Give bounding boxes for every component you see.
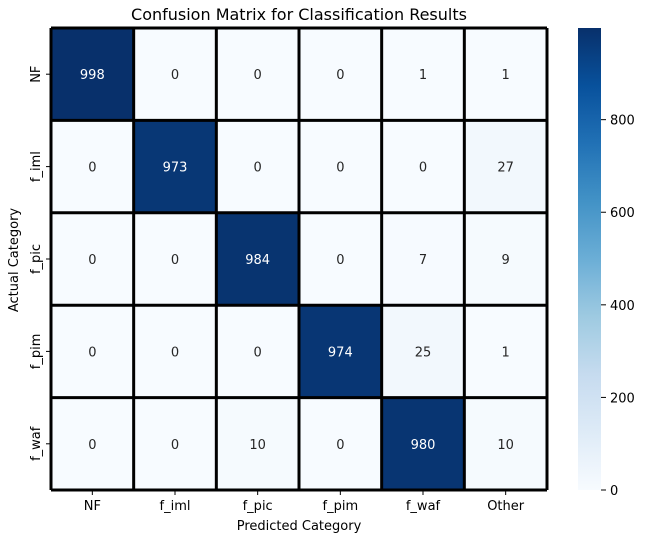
x-tick-label: NF bbox=[84, 499, 101, 514]
chart-title: Confusion Matrix for Classification Resu… bbox=[131, 5, 467, 24]
heatmap-cell-value: 973 bbox=[163, 161, 188, 176]
heatmap-cell-value: 984 bbox=[245, 253, 270, 268]
heatmap-cell-value: 0 bbox=[88, 345, 96, 360]
heatmap-cell-value: 0 bbox=[88, 438, 96, 453]
heatmap-cell bbox=[216, 120, 299, 213]
heatmap-cell bbox=[216, 28, 299, 121]
heatmap-cell-value: 980 bbox=[411, 438, 436, 453]
heatmap-cell bbox=[216, 305, 299, 398]
heatmap-cell bbox=[381, 212, 465, 306]
heatmap-cell bbox=[51, 305, 134, 398]
heatmap-cell-value: 998 bbox=[80, 68, 105, 83]
heatmap-cell bbox=[381, 120, 465, 213]
heatmap-cell bbox=[381, 305, 465, 398]
colorbar-tick-label: 0 bbox=[610, 484, 618, 499]
heatmap-cell bbox=[299, 212, 382, 306]
heatmap-cell-value: 1 bbox=[419, 68, 427, 83]
heatmap-cell bbox=[133, 212, 217, 306]
heatmap-cell-value: 1 bbox=[502, 68, 510, 83]
colorbar-tick-label: 400 bbox=[610, 299, 635, 314]
y-tick-label: f_waf bbox=[29, 426, 44, 461]
heatmap-cell bbox=[133, 120, 217, 213]
heatmap-cell bbox=[299, 397, 382, 490]
heatmap-cell bbox=[51, 120, 134, 213]
heatmap-cell-value: 0 bbox=[254, 345, 262, 360]
heatmap-cell-value: 0 bbox=[254, 68, 262, 83]
x-axis-ticks: NF f_iml f_pic f_pim f_waf Other bbox=[84, 490, 525, 514]
heatmap-cell bbox=[51, 28, 134, 121]
heatmap-cell-value: 0 bbox=[419, 161, 427, 176]
x-tick-label: f_pim bbox=[323, 499, 359, 514]
colorbar-tick-label: 600 bbox=[610, 206, 635, 221]
heatmap-cell bbox=[464, 305, 547, 398]
colorbar bbox=[578, 28, 601, 490]
x-tick-label: f_waf bbox=[406, 499, 441, 514]
heatmap-cell bbox=[133, 28, 217, 121]
heatmap-cell bbox=[216, 212, 299, 306]
heatmap-cell bbox=[381, 28, 465, 121]
heatmap-cell-value: 25 bbox=[415, 345, 432, 360]
heatmap-cell bbox=[51, 212, 134, 306]
y-tick-label: NF bbox=[29, 66, 44, 83]
x-axis-label: Predicted Category bbox=[237, 519, 362, 534]
heatmap-cell bbox=[133, 397, 217, 490]
heatmap-cell-value: 7 bbox=[419, 253, 427, 268]
heatmap-cell-value: 0 bbox=[336, 253, 344, 268]
x-tick-label: Other bbox=[487, 499, 525, 514]
heatmap-cell-value: 1 bbox=[502, 345, 510, 360]
heatmap-cell-value: 0 bbox=[336, 438, 344, 453]
heatmap-cell-labels: 998 0 0 0 1 10 973 0 0 0 270 0 984 0 7 90 0 0 974 25 10 0 10 0 9… bbox=[80, 68, 514, 453]
heatmap-cell-value: 0 bbox=[171, 68, 179, 83]
colorbar-tick-label: 800 bbox=[610, 114, 635, 129]
heatmap-cell bbox=[464, 212, 547, 306]
y-tick-label: f_pic bbox=[29, 244, 44, 274]
x-tick-label: f_iml bbox=[160, 499, 191, 514]
heatmap-cell bbox=[464, 120, 547, 213]
x-tick-label: f_pic bbox=[243, 499, 273, 514]
y-axis-ticks: NF f_iml f_pic f_pim f_waf bbox=[29, 66, 51, 461]
heatmap-cell bbox=[51, 397, 134, 490]
colorbar-tick-label: 200 bbox=[610, 391, 635, 406]
heatmap-cell-value: 0 bbox=[254, 161, 262, 176]
heatmap-cell-value: 0 bbox=[171, 253, 179, 268]
y-axis-label: Actual Category bbox=[7, 208, 22, 313]
heatmap-cell bbox=[133, 305, 217, 398]
y-tick-label: f_iml bbox=[29, 151, 44, 182]
heatmap-cell-value: 27 bbox=[497, 161, 514, 176]
heatmap-cell bbox=[216, 397, 299, 490]
heatmap-cell-value: 0 bbox=[171, 345, 179, 360]
y-tick-label: f_pim bbox=[29, 334, 44, 370]
heatmap-cell-value: 974 bbox=[328, 345, 353, 360]
heatmap-cell bbox=[464, 28, 547, 121]
heatmap-cell bbox=[299, 28, 382, 121]
heatmap-cells bbox=[51, 28, 547, 490]
heatmap-cell-value: 9 bbox=[502, 253, 510, 268]
heatmap-cell-value: 0 bbox=[336, 68, 344, 83]
heatmap-cell-value: 0 bbox=[336, 161, 344, 176]
heatmap-cell-value: 0 bbox=[88, 253, 96, 268]
heatmap-cell bbox=[464, 397, 547, 490]
heatmap-cell bbox=[299, 120, 382, 213]
heatmap-cell-value: 10 bbox=[497, 438, 514, 453]
heatmap-cell bbox=[381, 397, 465, 490]
heatmap-cell-value: 10 bbox=[249, 438, 266, 453]
heatmap-cell-value: 0 bbox=[171, 438, 179, 453]
colorbar-ticks: 0 200 400 600 800 bbox=[601, 114, 635, 499]
heatmap-cell bbox=[299, 305, 382, 398]
heatmap-cell-value: 0 bbox=[88, 161, 96, 176]
